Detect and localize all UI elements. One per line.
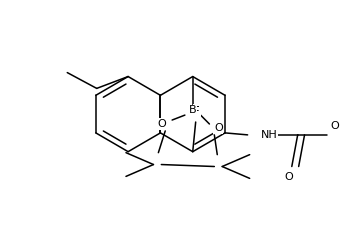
Text: O: O	[214, 123, 223, 133]
Text: O: O	[331, 121, 339, 131]
Text: F: F	[193, 105, 200, 118]
Text: O: O	[157, 119, 166, 129]
Text: NH: NH	[261, 130, 277, 140]
Text: O: O	[284, 172, 293, 182]
Text: B: B	[189, 105, 196, 115]
